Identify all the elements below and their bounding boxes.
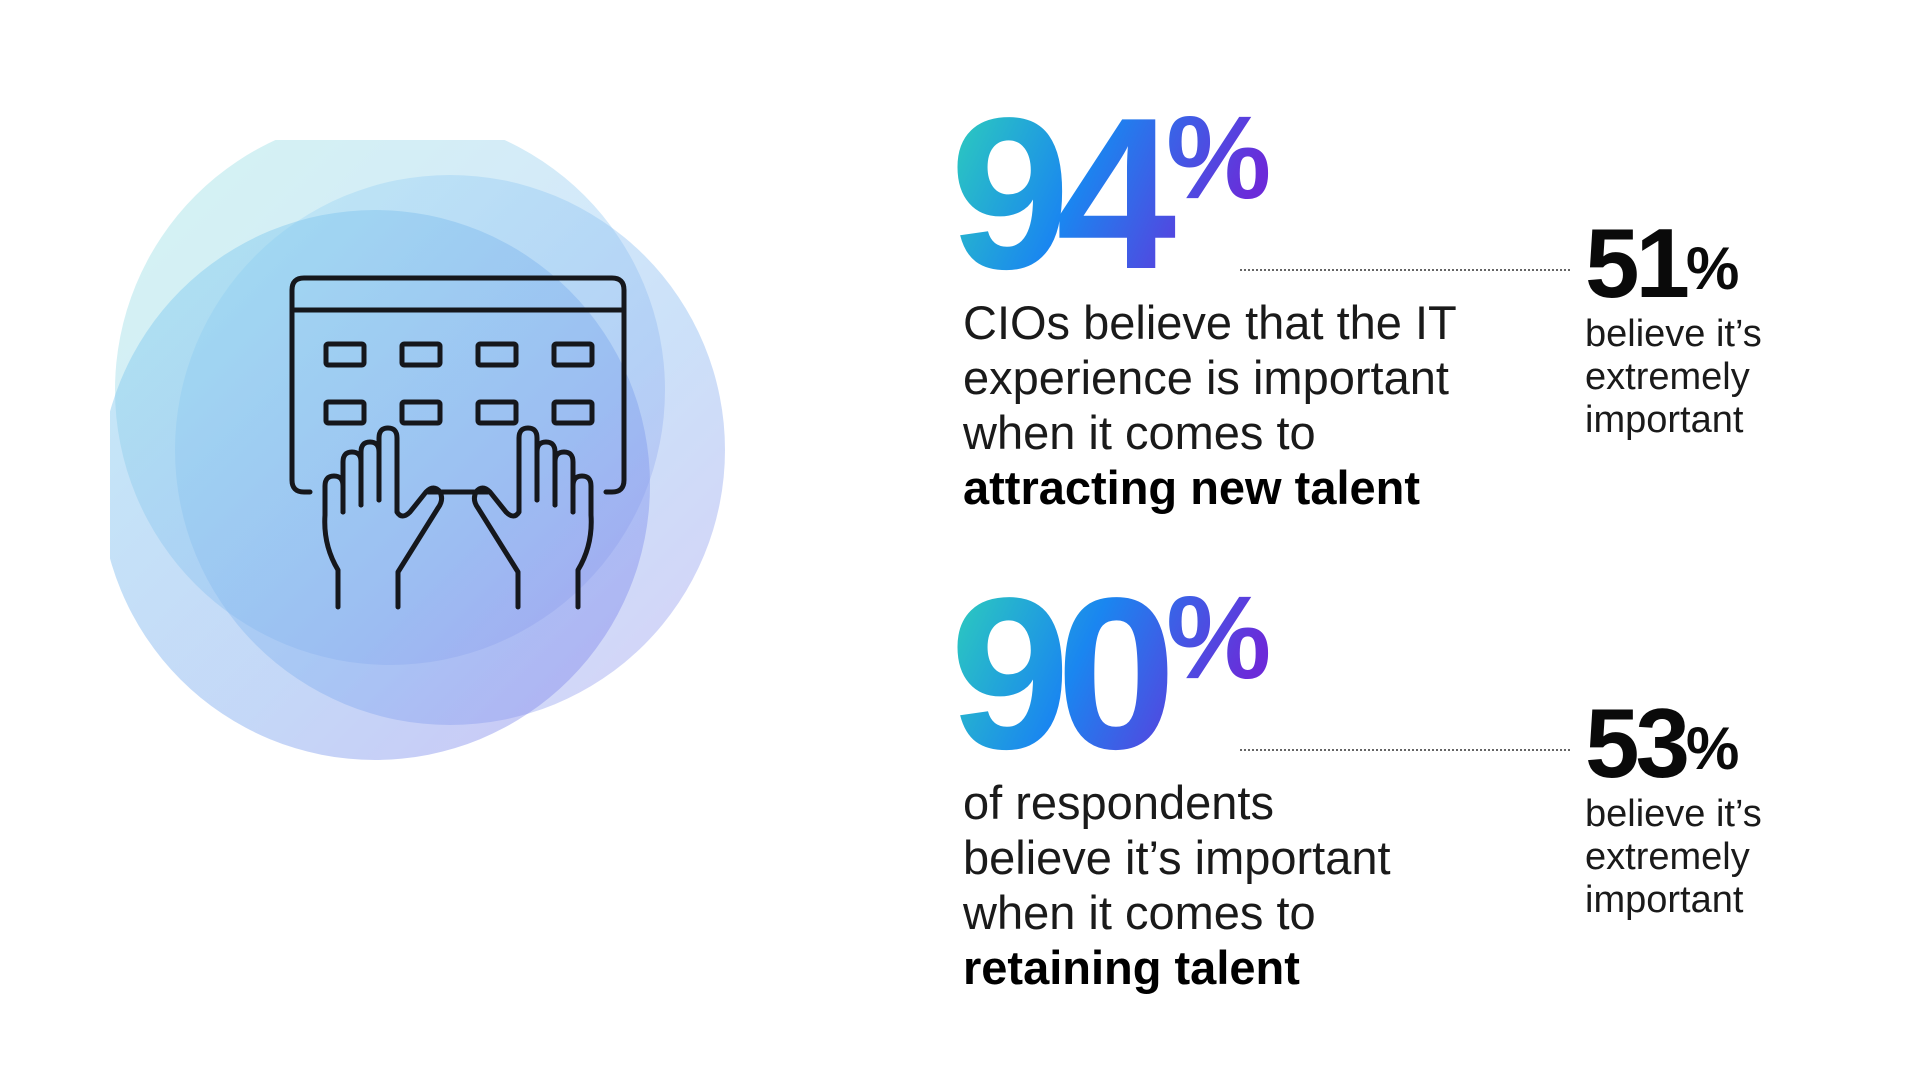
sub-stat-label-line: extremely — [1585, 836, 1750, 878]
svg-text:90%: 90% — [950, 552, 1268, 794]
description-line: of respondents — [963, 776, 1274, 829]
sub-stat-number: 53% — [1585, 694, 1845, 792]
description-line: when it comes to — [963, 406, 1316, 459]
right-hand-icon — [471, 425, 594, 610]
keyboard-typing-hands-icon — [110, 140, 725, 760]
sub-stat-unit: % — [1686, 235, 1739, 302]
sub-stat-label-line: important — [1585, 399, 1744, 441]
big-percentage-unit: % — [1166, 92, 1268, 224]
keyboard-illustration — [110, 140, 910, 940]
dotted-leader-line — [1240, 749, 1570, 751]
description-line: when it comes to — [963, 886, 1316, 939]
description-line: experience is important — [963, 351, 1449, 404]
keyboard-icon — [289, 275, 627, 495]
sub-stat-label: believe it’s extremely important — [1585, 313, 1845, 442]
sub-stat-label-line: extremely — [1585, 356, 1750, 398]
sub-stat-label-line: believe it’s — [1585, 793, 1762, 835]
sub-stat: 53% believe it’s extremely important — [1585, 694, 1845, 922]
big-percentage: 94% — [950, 72, 1390, 314]
stat-description: of respondents believe it’s important wh… — [963, 775, 1523, 995]
sub-stat-label-line: important — [1585, 879, 1744, 921]
sub-stat-unit: % — [1686, 715, 1739, 782]
dotted-leader-line — [1240, 269, 1570, 271]
big-percentage: 90% — [950, 552, 1390, 794]
sub-stat-value: 51 — [1585, 208, 1690, 318]
big-percentage-value: 90 — [950, 552, 1168, 794]
big-percentage-unit: % — [1166, 572, 1268, 704]
sub-stat-value: 53 — [1585, 688, 1690, 798]
left-hand-icon — [322, 425, 445, 610]
description-emphasis: attracting new talent — [963, 461, 1421, 514]
stat-description: CIOs believe that the IT experience is i… — [963, 295, 1523, 515]
big-percentage-value: 94 — [950, 72, 1175, 314]
description-line: believe it’s important — [963, 831, 1391, 884]
description-line: CIOs believe that the IT — [963, 296, 1457, 349]
svg-text:94%: 94% — [950, 72, 1268, 314]
sub-stat-label-line: believe it’s — [1585, 313, 1762, 355]
sub-stat: 51% believe it’s extremely important — [1585, 214, 1845, 442]
sub-stat-label: believe it’s extremely important — [1585, 793, 1845, 922]
sub-stat-number: 51% — [1585, 214, 1845, 312]
description-emphasis: retaining talent — [963, 941, 1300, 994]
